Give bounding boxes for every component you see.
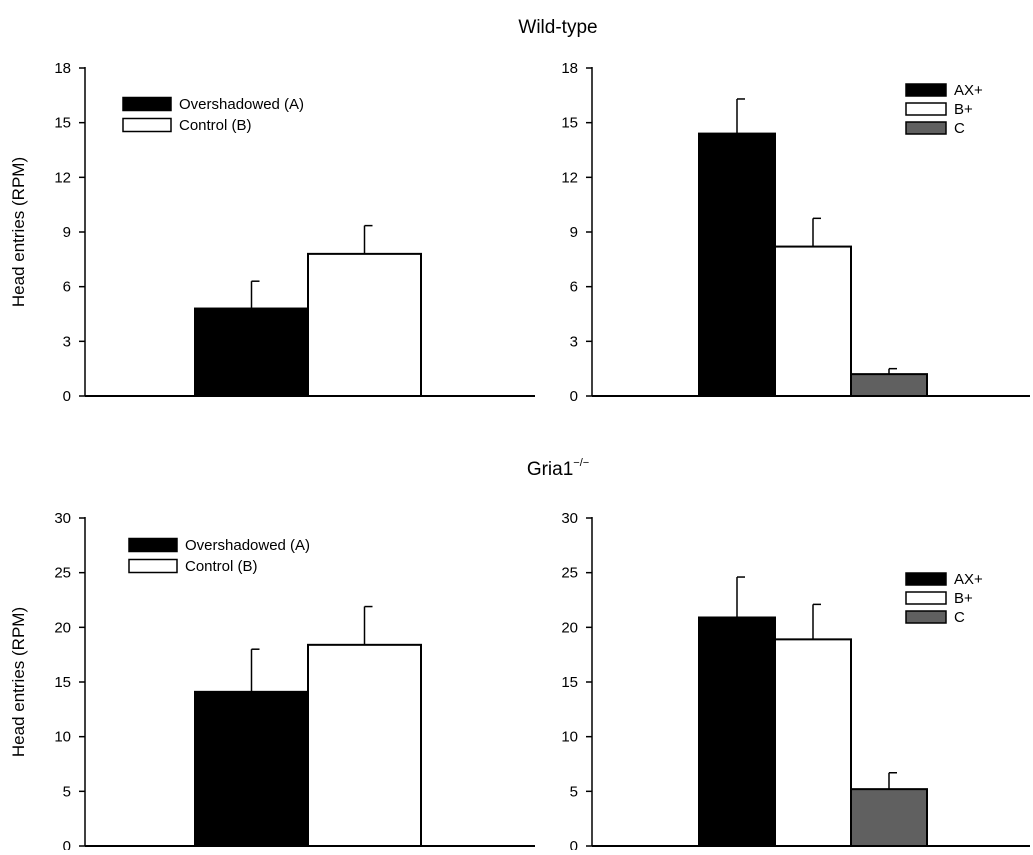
legend-swatch xyxy=(905,591,947,605)
y-tick-label: 20 xyxy=(561,619,578,636)
top-section-title: Wild-type xyxy=(518,17,597,38)
y-tick-label: 0 xyxy=(63,838,71,850)
y-tick-label: 9 xyxy=(570,224,578,241)
bar xyxy=(850,788,928,847)
legend-label: Overshadowed (A) xyxy=(185,537,310,554)
y-tick-label: 0 xyxy=(63,388,71,405)
y-tick-label: 18 xyxy=(561,60,578,77)
legend-label: B+ xyxy=(954,590,973,607)
y-tick-label: 0 xyxy=(570,388,578,405)
chart-panels: 0 3 6 9 12 15 18 Overshadowed (A) Control (B) 0 3 6… xyxy=(54,60,1030,855)
bar xyxy=(307,643,422,847)
legend-swatch xyxy=(905,572,947,586)
y-tick-label: 20 xyxy=(54,619,71,636)
chart-panel-wild-type-left: 0 3 6 9 12 15 18 Overshadowed (A) Control (B) xyxy=(54,60,535,405)
bottom-section-title-sup: −/− xyxy=(573,457,589,469)
y-tick-label: 10 xyxy=(54,729,71,746)
y-tick-label: 3 xyxy=(570,333,578,350)
y-tick-label: 5 xyxy=(570,783,578,800)
legend-swatch xyxy=(122,96,172,112)
legend-label: AX+ xyxy=(954,571,983,588)
legend-swatch xyxy=(128,537,178,553)
bar xyxy=(850,373,928,397)
top-ylabel: Head entries (RPM) xyxy=(9,157,28,307)
legend-swatch xyxy=(128,558,178,574)
legend-label: Control (B) xyxy=(179,117,252,134)
y-tick-label: 15 xyxy=(54,115,71,132)
y-tick-label: 18 xyxy=(54,60,71,77)
y-tick-label: 0 xyxy=(570,838,578,850)
bottom-ylabel: Head entries (RPM) xyxy=(9,607,28,757)
y-tick-label: 15 xyxy=(561,115,578,132)
y-tick-label: 10 xyxy=(561,729,578,746)
bar xyxy=(698,616,776,848)
y-tick-label: 12 xyxy=(54,169,71,186)
y-tick-label: 15 xyxy=(561,674,578,691)
bottom-section-title-main: Gria1 xyxy=(527,459,573,480)
chart-panel-wild-type-right: 0 3 6 9 12 15 18 AX+ B+ C xyxy=(561,60,1030,405)
y-tick-label: 15 xyxy=(54,674,71,691)
bar xyxy=(698,132,776,397)
bar xyxy=(774,245,852,397)
legend-label: C xyxy=(954,120,965,137)
legend-swatch xyxy=(905,121,947,135)
legend-label: C xyxy=(954,609,965,626)
legend-swatch xyxy=(905,610,947,624)
y-tick-label: 12 xyxy=(561,169,578,186)
y-tick-label: 30 xyxy=(54,510,71,527)
bar xyxy=(194,690,309,848)
y-tick-label: 6 xyxy=(570,279,578,296)
y-tick-label: 30 xyxy=(561,510,578,527)
y-tick-label: 5 xyxy=(63,783,71,800)
legend-label: B+ xyxy=(954,101,973,118)
legend-swatch xyxy=(905,102,947,116)
legend-label: AX+ xyxy=(954,82,983,99)
y-tick-label: 9 xyxy=(63,224,71,241)
legend-swatch xyxy=(905,83,947,97)
y-tick-label: 25 xyxy=(561,565,578,582)
y-tick-label: 3 xyxy=(63,333,71,350)
legend-label: Control (B) xyxy=(185,558,258,575)
chart-panel-gria1-left: 0 5 10 15 20 25 30 Overshadowed (A) Control (B) xyxy=(54,510,535,855)
y-tick-label: 6 xyxy=(63,279,71,296)
bottom-section-title: Gria1−/− xyxy=(527,457,589,480)
bar xyxy=(774,638,852,847)
y-tick-label: 25 xyxy=(54,565,71,582)
legend-label: Overshadowed (A) xyxy=(179,96,304,113)
chart-panel-gria1-right: 0 5 10 15 20 25 30 AX+ B+ C xyxy=(561,510,1030,855)
bar xyxy=(307,252,422,397)
bar xyxy=(194,307,309,397)
legend-swatch xyxy=(122,117,172,133)
